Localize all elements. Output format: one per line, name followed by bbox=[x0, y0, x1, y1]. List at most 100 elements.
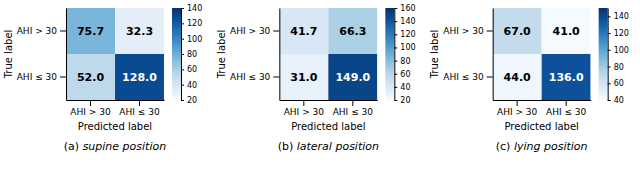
cell bbox=[542, 54, 591, 100]
data-label: 52.0 bbox=[77, 71, 104, 84]
tick: 60 bbox=[608, 79, 624, 88]
tick-mark bbox=[487, 31, 493, 32]
tick: AHI ≤ 30 bbox=[443, 72, 492, 82]
tick-mark bbox=[394, 21, 397, 22]
tick: 140 bbox=[608, 12, 629, 21]
tick-label: AHI > 30 bbox=[497, 107, 538, 117]
tick-label: AHI ≤ 30 bbox=[333, 107, 374, 117]
tick: 100 bbox=[181, 35, 202, 44]
tick-mark bbox=[181, 69, 184, 70]
tick-label: 60 bbox=[187, 65, 197, 74]
tick-label: 140 bbox=[614, 12, 629, 21]
tick-mark bbox=[60, 77, 66, 78]
title: (b) lateral position bbox=[278, 140, 379, 153]
data-label: 44.0 bbox=[504, 71, 531, 84]
tick-mark bbox=[394, 34, 397, 35]
tick-label: 20 bbox=[400, 96, 410, 105]
tick-label: AHI > 30 bbox=[443, 26, 484, 36]
y-axis-title: True label bbox=[429, 30, 440, 80]
axis-line bbox=[66, 9, 67, 101]
title-part: (a) bbox=[64, 140, 83, 153]
cell bbox=[115, 54, 164, 100]
axis: AHI > 30 AHI ≤ 30 bbox=[67, 100, 165, 117]
tick-label: 120 bbox=[614, 29, 629, 38]
tick: 40 bbox=[608, 96, 624, 105]
axis: AHI > 30 AHI ≤ 30 bbox=[493, 100, 591, 117]
data-label: 31.0 bbox=[290, 71, 317, 84]
axis: AHI > 30 AHI ≤ 30 bbox=[443, 9, 493, 101]
tick-mark bbox=[394, 87, 397, 88]
chart: 75.732.352.0128.0AHI > 30AHI ≤ 30AHI > 3… bbox=[0, 0, 640, 177]
cell bbox=[279, 54, 328, 100]
cells bbox=[279, 8, 377, 100]
tick-label: AHI ≤ 30 bbox=[546, 107, 587, 117]
tick-label: AHI > 30 bbox=[17, 26, 58, 36]
tick: 100 bbox=[394, 43, 415, 52]
tick: 80 bbox=[394, 57, 410, 66]
tick-label: AHI > 30 bbox=[70, 107, 111, 117]
axis: 20406080100120140160 bbox=[394, 4, 415, 105]
tick-mark bbox=[181, 8, 184, 9]
tick-mark bbox=[566, 100, 567, 106]
tick: 80 bbox=[181, 50, 197, 59]
data-label: 149.0 bbox=[335, 71, 370, 84]
data-label: 67.0 bbox=[504, 25, 531, 38]
data-labels: 75.732.352.0128.0 bbox=[77, 25, 157, 84]
tick-mark bbox=[517, 100, 518, 106]
cell bbox=[542, 8, 591, 54]
x-axis-title: Predicted label bbox=[78, 121, 152, 132]
tick: 40 bbox=[181, 81, 197, 90]
tick-mark bbox=[90, 100, 91, 106]
tick-mark bbox=[608, 100, 611, 101]
axis-line bbox=[493, 9, 494, 101]
tick-mark bbox=[181, 39, 184, 40]
tick-mark bbox=[60, 31, 66, 32]
axis: AHI > 30AHI ≤ 30 bbox=[17, 9, 67, 101]
colorbar bbox=[599, 8, 608, 100]
tick-mark bbox=[608, 50, 611, 51]
tick: 140 bbox=[181, 4, 202, 13]
data-label: 136.0 bbox=[549, 71, 584, 84]
x-axis-title: Predicted label bbox=[291, 121, 365, 132]
data-label: 128.0 bbox=[122, 71, 157, 84]
tick-mark bbox=[273, 31, 279, 32]
tick-mark bbox=[394, 8, 397, 9]
tick-label: 100 bbox=[187, 35, 202, 44]
cell bbox=[328, 8, 377, 54]
tick: AHI ≤ 30 bbox=[333, 100, 374, 117]
axis-line bbox=[67, 100, 165, 101]
title: (a) supine position bbox=[64, 140, 166, 153]
axis-line bbox=[280, 100, 378, 101]
cell bbox=[493, 8, 542, 54]
cell bbox=[279, 8, 328, 54]
tick: 140 bbox=[394, 17, 415, 26]
tick-label: 60 bbox=[400, 70, 410, 79]
tick-label: AHI > 30 bbox=[284, 107, 325, 117]
tick: 160 bbox=[394, 4, 415, 13]
tick-mark bbox=[273, 77, 279, 78]
tick-label: 80 bbox=[614, 63, 624, 72]
tick-mark bbox=[487, 77, 493, 78]
data-labels: 67.041.044.0136.0 bbox=[504, 25, 584, 84]
title: (c) lying position bbox=[496, 140, 588, 153]
tick: 40 bbox=[394, 83, 410, 92]
panel: 41.766.331.0149.0AHI > 30AHI ≤ 30AHI > 3… bbox=[216, 4, 416, 153]
tick: 100 bbox=[608, 46, 629, 55]
tick: AHI ≤ 30 bbox=[119, 100, 160, 117]
tick-label: 60 bbox=[614, 79, 624, 88]
title-part: lateral position bbox=[297, 140, 379, 153]
tick-mark bbox=[352, 100, 353, 106]
y-axis-title: True label bbox=[216, 30, 227, 80]
tick-mark bbox=[181, 85, 184, 86]
title-part: supine position bbox=[83, 140, 167, 153]
tick-label: AHI ≤ 30 bbox=[119, 107, 160, 117]
axis-line bbox=[279, 9, 280, 101]
title-part: lying position bbox=[514, 140, 588, 153]
tick: AHI > 30 bbox=[17, 26, 66, 36]
tick-label: 40 bbox=[614, 96, 624, 105]
title-part: (c) bbox=[496, 140, 514, 153]
tick-label: 120 bbox=[187, 19, 202, 28]
tick: AHI > 30 bbox=[284, 100, 325, 117]
tick-label: AHI > 30 bbox=[230, 26, 271, 36]
tick: 60 bbox=[181, 65, 197, 74]
